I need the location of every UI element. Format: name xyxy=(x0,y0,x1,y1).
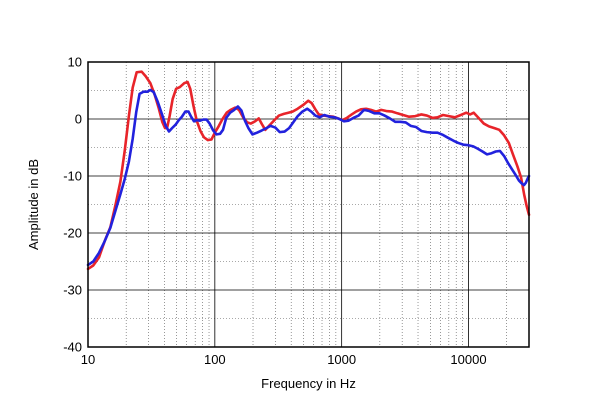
series-line-1 xyxy=(86,70,531,271)
minor-grid xyxy=(88,62,530,347)
y-axis-title: Amplitude in dB xyxy=(26,159,41,250)
y-tick-labels: 10 0 -10 -20 -30 -40 xyxy=(63,55,82,355)
y-tick-label: -20 xyxy=(63,226,82,241)
y-tick-label: -40 xyxy=(63,340,82,355)
y-tick-label: 10 xyxy=(68,55,82,70)
y-tick-label: -30 xyxy=(63,283,82,298)
x-axis-title: Frequency in Hz xyxy=(261,376,356,391)
y-tick-label: -10 xyxy=(63,169,82,184)
x-tick-label: 10 xyxy=(81,352,95,367)
x-tick-labels: 10 100 1000 10000 xyxy=(81,352,487,367)
y-tick-label: 0 xyxy=(75,112,82,127)
series-layer xyxy=(86,70,531,271)
series-line-2 xyxy=(86,88,531,267)
x-tick-label: 10000 xyxy=(450,352,486,367)
x-tick-label: 1000 xyxy=(327,352,356,367)
x-tick-label: 100 xyxy=(204,352,226,367)
major-grid xyxy=(88,62,529,347)
plot-frame xyxy=(87,61,530,348)
